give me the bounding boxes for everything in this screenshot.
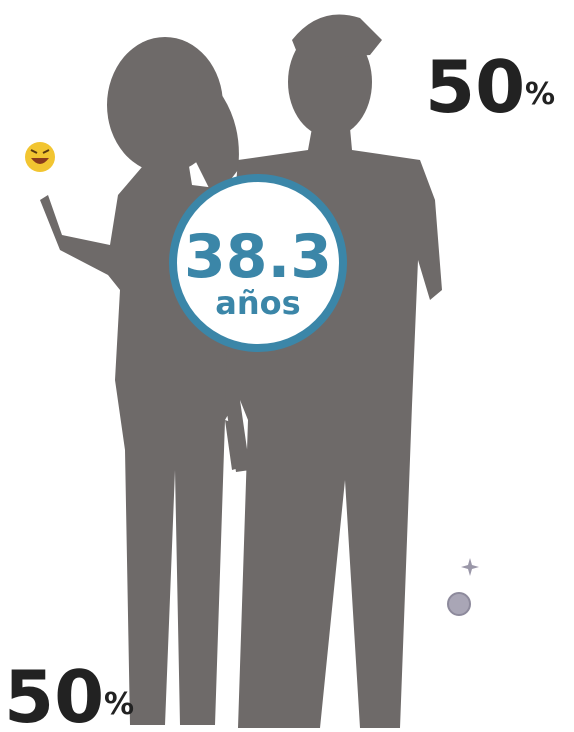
emoji [25,142,55,172]
man-silhouette [225,14,442,728]
age-value: 38.3 [184,222,332,292]
bottom-share-value: 50 [4,655,104,732]
decoration [447,558,479,616]
woman-silhouette [40,37,250,725]
age-badge [169,174,347,352]
top-share-value: 50 [425,45,525,129]
top-share-unit: % [525,77,555,112]
age-unit: años [215,284,300,322]
bottom-share-unit: % [104,687,134,722]
